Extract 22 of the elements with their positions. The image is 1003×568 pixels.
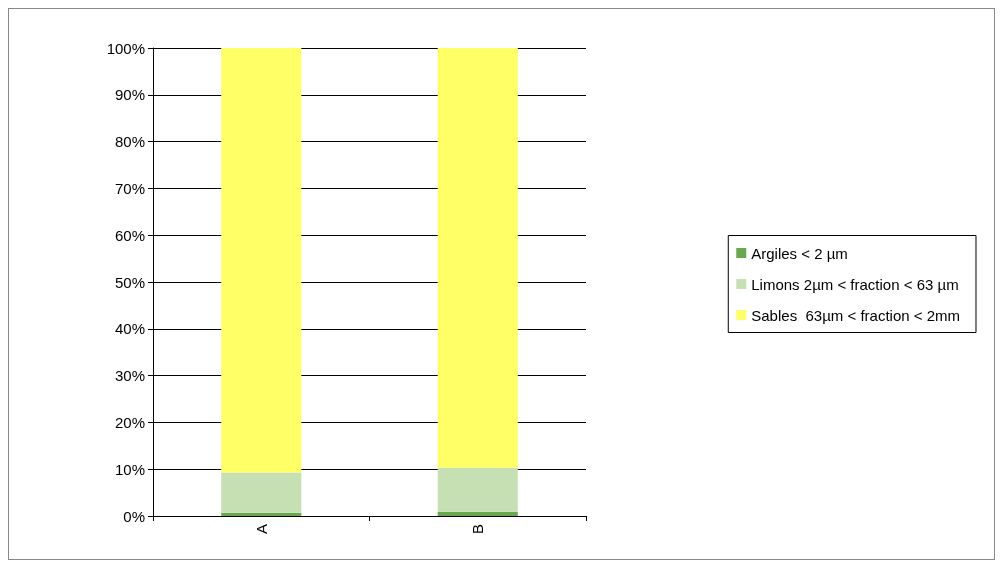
- y-tick-label: 20%: [114, 413, 145, 431]
- bar: [221, 512, 302, 516]
- y-tick-label: 80%: [114, 133, 145, 151]
- y-tick-label: 50%: [114, 273, 145, 291]
- bar: [221, 48, 302, 473]
- y-tick-label: 30%: [114, 367, 145, 385]
- y-tick-label: 0%: [123, 507, 145, 525]
- bar: [437, 511, 518, 516]
- y-tick-label: 10%: [114, 460, 145, 478]
- y-tick-label: 90%: [114, 86, 145, 104]
- bar: [437, 48, 518, 468]
- bar: [437, 467, 518, 512]
- legend-label: Argiles < 2 µm: [751, 244, 848, 262]
- y-tick-label: 70%: [114, 179, 145, 197]
- legend-label: Sables 63µm < fraction < 2mm: [751, 306, 960, 324]
- y-tick-label: 100%: [106, 39, 145, 57]
- y-tick-label: 40%: [114, 320, 145, 338]
- x-tick-label: B: [469, 524, 487, 535]
- x-tick-label: A: [252, 524, 270, 535]
- bar: [221, 472, 302, 513]
- y-tick-label: 60%: [114, 226, 145, 244]
- legend-label: Limons 2µm < fraction < 63 µm: [751, 275, 959, 293]
